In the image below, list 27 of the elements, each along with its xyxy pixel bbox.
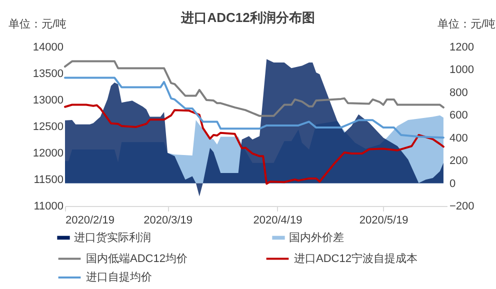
legend-label: 国内低端ADC12均价 <box>86 252 188 265</box>
y2-tick-label: 800 <box>450 86 468 99</box>
x-tick-label: 2020/3/19 <box>144 214 193 226</box>
y-tick-label: 12500 <box>32 121 64 133</box>
y-axis-title: 单位：元/吨 <box>8 18 67 30</box>
y-tick-label: 13500 <box>32 68 64 80</box>
y2-tick-label: 0 <box>450 178 456 190</box>
y-tick-label: 11000 <box>34 200 64 212</box>
legend-label: 国内外价差 <box>289 230 344 244</box>
y-tick-label: 11500 <box>34 174 64 186</box>
y2-tick-label: 1200 <box>450 42 474 54</box>
legend-label: 进口货实际利润 <box>74 230 151 244</box>
y2-tick-label: 600 <box>450 110 468 122</box>
x-tick-label: 2020/2/19 <box>66 214 114 226</box>
y2-axis-title: 单位：元/吨 <box>438 18 496 30</box>
x-tick-label: 2020/5/19 <box>359 214 408 226</box>
y2-tick-label: −200 <box>450 200 474 212</box>
legend-label: 进口ADC12宁波自提成本 <box>294 252 418 265</box>
y-tick-label: 13000 <box>32 94 64 106</box>
y-tick-label: 12000 <box>32 148 64 160</box>
y2-tick-label: 1000 <box>450 64 474 76</box>
chart-title: 进口ADC12利润分布图 <box>181 10 315 25</box>
y-tick-label: 14000 <box>32 42 64 54</box>
x-tick-label: 2020/4/19 <box>253 214 302 226</box>
y2-tick-label: 400 <box>450 132 468 144</box>
legend-label: 进口自提均价 <box>86 270 152 284</box>
y2-tick-label: 200 <box>450 155 468 168</box>
